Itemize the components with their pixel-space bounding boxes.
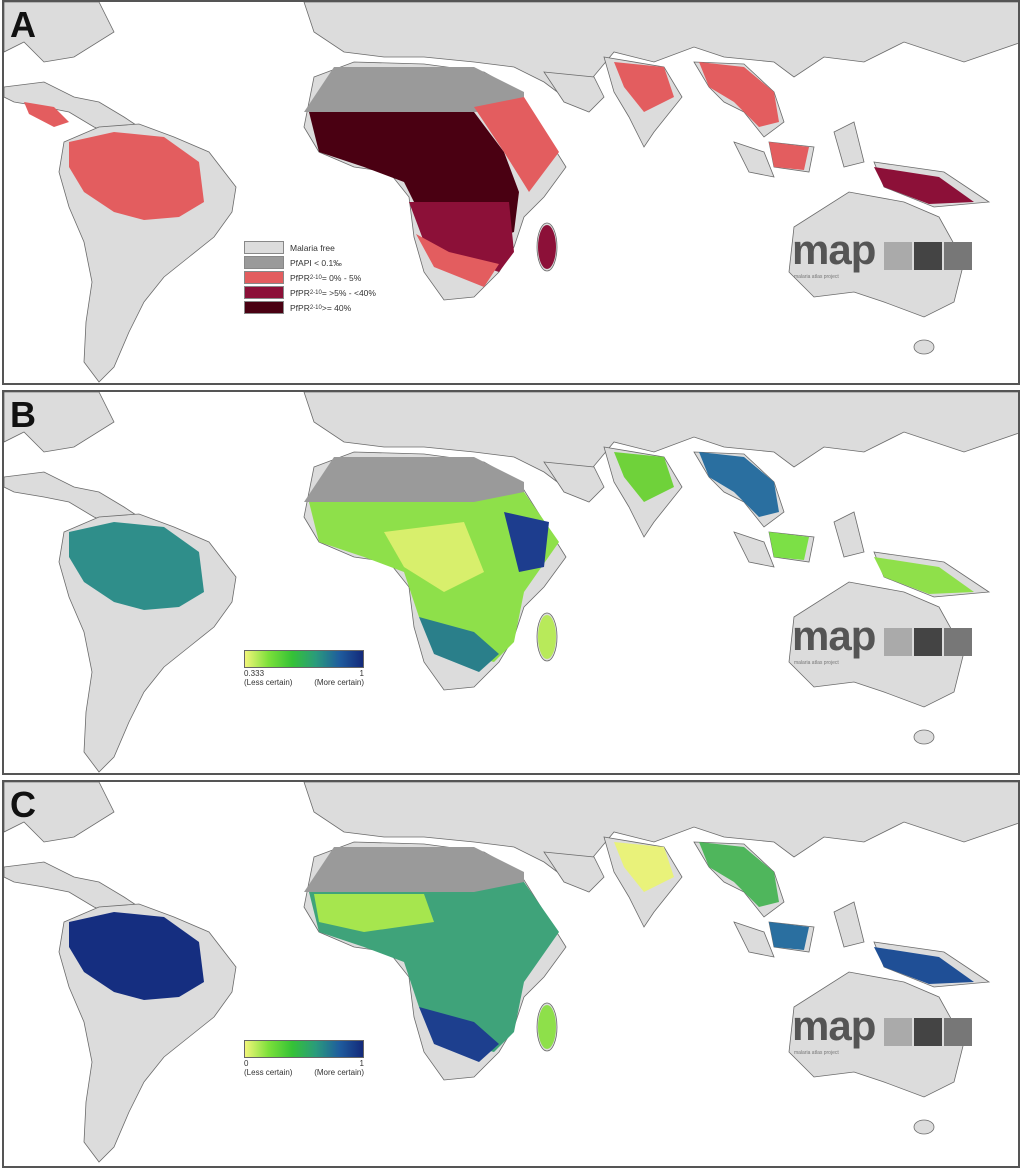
colorbar-min: 0.333 (Less certain): [244, 669, 293, 687]
region-se-asia: [699, 62, 779, 127]
colorbar-gradient: [244, 1040, 364, 1058]
colorbar-max: 1 (More certain): [314, 669, 364, 687]
region-sahel-grey: [304, 67, 524, 112]
region-new-guinea: [874, 947, 974, 984]
legend-item: Malaria free: [244, 240, 376, 255]
legend-item: PfPR 2-10 = >5% - <40%: [244, 285, 376, 300]
colorbar-min: 0 (Less certain): [244, 1059, 293, 1077]
region-madagascar: [538, 225, 556, 269]
region-sahel-grey: [304, 847, 524, 892]
colorbar-max: 1 (More certain): [314, 1059, 364, 1077]
region-southern-africa: [419, 1007, 499, 1062]
region-india: [614, 62, 674, 112]
region-east-africa-low: [474, 97, 559, 192]
panel-c: C 0 (Less certain) 1 (More certain) map mala…: [2, 780, 1020, 1168]
panel-a: A Malaria free PfAPI < 0.1‰ PfPR 2-10 = 0…: [2, 0, 1020, 385]
colorbar: 0.333 (Less certain) 1 (More certain): [244, 650, 364, 687]
legend-item: PfPR 2-10 >= 40%: [244, 300, 376, 315]
region-amazon: [69, 132, 204, 220]
region-amazon: [69, 522, 204, 610]
region-indonesia: [769, 922, 809, 950]
region-india: [614, 452, 674, 502]
legend-item: PfAPI < 0.1‰: [244, 255, 376, 270]
panel-label: A: [10, 4, 36, 45]
region-africa-medium: [409, 202, 514, 272]
region-indonesia: [769, 532, 809, 560]
region-se-asia: [699, 842, 779, 907]
colorbar: 0 (Less certain) 1 (More certain): [244, 1040, 364, 1077]
legend-item: PfPR 2-10 = 0% - 5%: [244, 270, 376, 285]
region-amazon: [69, 912, 204, 1000]
region-africa-uncertain: [384, 522, 484, 592]
region-southern-africa: [419, 617, 499, 672]
panel-b: B 0.333 (Less certain) 1 (More certain) map…: [2, 390, 1020, 775]
map-logo: map malaria atlas project: [792, 1002, 972, 1066]
region-east-africa: [504, 512, 549, 572]
map-logo: map malaria atlas project: [792, 612, 972, 676]
map-c: [4, 782, 1018, 1163]
region-new-guinea: [874, 557, 974, 594]
map-a: [4, 2, 1018, 383]
region-central-america: [24, 102, 69, 127]
region-madagascar: [538, 1005, 556, 1049]
map-b: [4, 392, 1018, 773]
legend: Malaria free PfAPI < 0.1‰ PfPR 2-10 = 0% …: [244, 240, 376, 315]
colorbar-gradient: [244, 650, 364, 668]
region-southern-africa-low: [416, 234, 499, 287]
panel-label: C: [10, 784, 36, 825]
panel-label: B: [10, 394, 36, 435]
region-sahel-grey: [304, 457, 524, 502]
map-logo: map malaria atlas project: [792, 226, 972, 290]
region-madagascar: [538, 615, 556, 659]
region-west-africa: [314, 894, 434, 932]
region-india: [614, 842, 674, 892]
region-se-asia: [699, 452, 779, 517]
region-indonesia: [769, 142, 809, 170]
region-new-guinea: [874, 167, 974, 204]
